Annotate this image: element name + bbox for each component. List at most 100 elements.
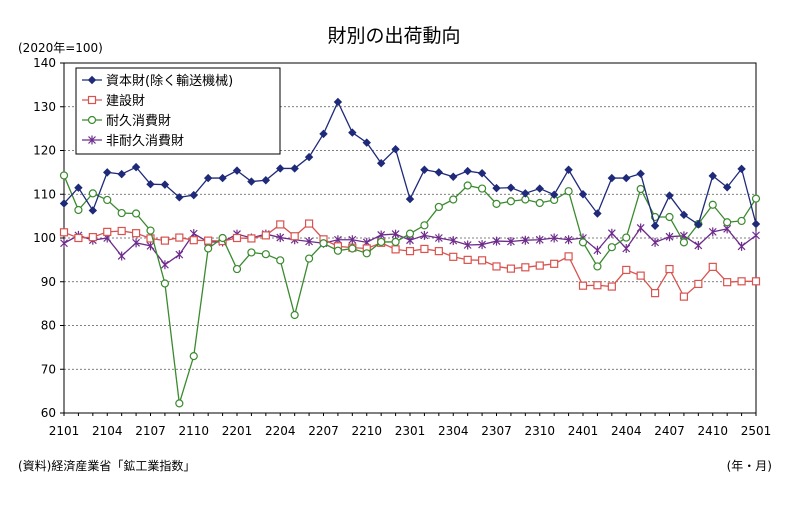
data-point	[751, 277, 761, 286]
data-point	[578, 238, 588, 247]
data-point	[203, 173, 213, 183]
x-tick-label: 2204	[265, 424, 296, 438]
data-point	[160, 180, 170, 189]
data-point	[333, 97, 343, 107]
data-point	[146, 234, 155, 243]
data-point	[189, 236, 198, 245]
data-point	[650, 289, 660, 298]
data-point	[593, 281, 602, 290]
data-point	[146, 241, 155, 251]
x-tick-label: 2404	[611, 424, 642, 438]
data-point	[189, 190, 198, 200]
data-point	[175, 193, 184, 202]
data-point	[708, 262, 717, 271]
data-point	[348, 128, 357, 137]
data-point	[290, 164, 299, 173]
data-point	[449, 195, 458, 204]
data-point	[247, 177, 256, 186]
data-point	[463, 255, 472, 264]
data-point	[607, 243, 616, 252]
data-point	[87, 75, 97, 85]
data-point	[665, 264, 674, 274]
data-point	[535, 235, 544, 245]
data-point	[420, 221, 429, 230]
data-point	[103, 227, 112, 236]
data-point	[737, 164, 746, 174]
data-point	[218, 233, 227, 243]
data-point	[232, 264, 242, 274]
data-point	[420, 230, 429, 240]
data-point	[261, 231, 270, 240]
x-tick-label: 2101	[49, 424, 80, 438]
data-point	[651, 237, 660, 247]
data-point	[60, 238, 68, 248]
data-point	[578, 190, 588, 199]
data-point	[391, 237, 400, 247]
data-point	[549, 190, 559, 199]
data-point	[506, 264, 516, 273]
data-point	[175, 233, 184, 242]
data-point	[463, 240, 472, 250]
legend-label: 建設財	[106, 93, 145, 109]
data-point	[650, 221, 660, 230]
data-point	[535, 261, 544, 270]
data-point	[694, 220, 703, 229]
data-point	[189, 352, 198, 361]
data-point	[434, 247, 443, 256]
x-tick-label: 2107	[135, 424, 166, 438]
data-point	[218, 173, 227, 183]
data-point	[636, 169, 645, 178]
data-point	[261, 176, 271, 185]
data-point	[290, 310, 299, 320]
data-point	[550, 259, 559, 268]
data-point	[723, 218, 732, 227]
data-point	[131, 229, 141, 238]
x-tick-label: 2401	[568, 424, 599, 438]
series-0	[59, 97, 761, 230]
data-point	[103, 195, 112, 205]
data-point	[420, 244, 429, 254]
data-point	[132, 238, 141, 248]
data-point	[708, 200, 717, 209]
data-point	[578, 281, 588, 290]
x-tick-label: 2201	[222, 424, 253, 438]
data-point	[232, 233, 242, 243]
data-point	[175, 399, 184, 408]
data-point	[751, 194, 761, 203]
data-point	[276, 233, 285, 243]
data-point	[607, 282, 616, 291]
data-point	[492, 262, 501, 271]
legend-label: 資本財(除く輸送機械)	[106, 74, 233, 89]
data-point	[550, 233, 559, 243]
x-tick-label: 2407	[654, 424, 685, 438]
data-point	[319, 129, 328, 139]
x-tick-label: 2307	[481, 424, 512, 438]
data-point	[752, 230, 760, 240]
data-point	[304, 254, 314, 263]
data-point	[304, 152, 314, 162]
data-point	[88, 233, 97, 242]
data-point	[434, 202, 443, 212]
data-point	[564, 252, 573, 261]
data-point	[204, 244, 213, 253]
data-point	[564, 165, 573, 174]
data-point	[160, 260, 169, 270]
data-point	[117, 208, 126, 218]
data-point	[708, 171, 717, 181]
legend-item: 耐久消費財	[82, 114, 171, 129]
y-tick-label: 130	[33, 100, 56, 114]
data-point	[160, 236, 170, 245]
data-point	[87, 115, 97, 125]
data-point	[506, 197, 516, 206]
data-point	[463, 181, 472, 190]
data-point	[420, 165, 429, 174]
data-point	[74, 183, 83, 192]
legend-item: 建設財	[82, 93, 145, 109]
data-point	[506, 183, 516, 192]
data-point	[276, 256, 285, 265]
data-point	[506, 237, 515, 246]
data-point	[276, 220, 285, 229]
y-tick-label: 80	[41, 319, 56, 333]
